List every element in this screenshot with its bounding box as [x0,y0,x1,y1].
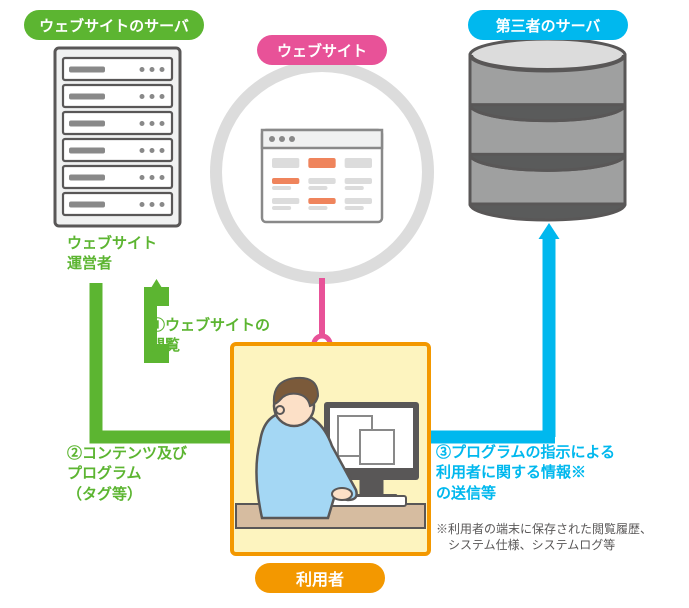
badge-third-party-text: 第三者のサーバ [496,15,601,36]
badge-website-text: ウェブサイト [277,40,367,61]
badge-website-server: ウェブサイトのサーバ [24,10,204,40]
label-step2: ②コンテンツ及び プログラム （タグ等） [67,444,187,505]
label-operator: ウェブサイト 運営者 [67,234,157,275]
diagram-svg [0,0,689,603]
label-note: ※利用者の端末に保存された閲覧履歴、 システム仕様、システムログ等 [436,521,652,553]
badge-website: ウェブサイト [257,35,387,65]
badge-third-party: 第三者のサーバ [468,10,628,40]
badge-website-server-text: ウェブサイトのサーバ [39,15,189,36]
badge-user-text: 利用者 [296,566,344,590]
label-step3: ③プログラムの指示による 利用者に関する情報※ の送信等 [436,443,615,504]
label-step1: ①ウェブサイトの 閲覧 [150,316,270,357]
badge-user: 利用者 [255,563,385,593]
